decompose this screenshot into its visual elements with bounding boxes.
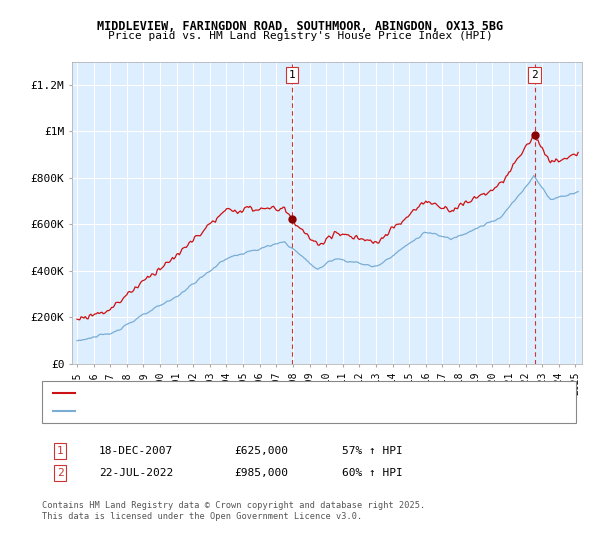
Text: 2: 2: [56, 468, 64, 478]
Text: 18-DEC-2007: 18-DEC-2007: [99, 446, 173, 456]
Text: Price paid vs. HM Land Registry's House Price Index (HPI): Price paid vs. HM Land Registry's House …: [107, 31, 493, 41]
Text: £985,000: £985,000: [234, 468, 288, 478]
Text: 1: 1: [289, 70, 296, 80]
Text: 60% ↑ HPI: 60% ↑ HPI: [342, 468, 403, 478]
Text: 1: 1: [56, 446, 64, 456]
Text: MIDDLEVIEW, FARINGDON ROAD, SOUTHMOOR, ABINGDON, OX13 5BG (detached house): MIDDLEVIEW, FARINGDON ROAD, SOUTHMOOR, A…: [79, 389, 505, 398]
Text: Contains HM Land Registry data © Crown copyright and database right 2025.
This d: Contains HM Land Registry data © Crown c…: [42, 501, 425, 521]
Text: 22-JUL-2022: 22-JUL-2022: [99, 468, 173, 478]
Text: HPI: Average price, detached house, Vale of White Horse: HPI: Average price, detached house, Vale…: [79, 407, 395, 416]
Text: 2: 2: [531, 70, 538, 80]
Text: 57% ↑ HPI: 57% ↑ HPI: [342, 446, 403, 456]
Text: £625,000: £625,000: [234, 446, 288, 456]
Text: MIDDLEVIEW, FARINGDON ROAD, SOUTHMOOR, ABINGDON, OX13 5BG: MIDDLEVIEW, FARINGDON ROAD, SOUTHMOOR, A…: [97, 20, 503, 32]
